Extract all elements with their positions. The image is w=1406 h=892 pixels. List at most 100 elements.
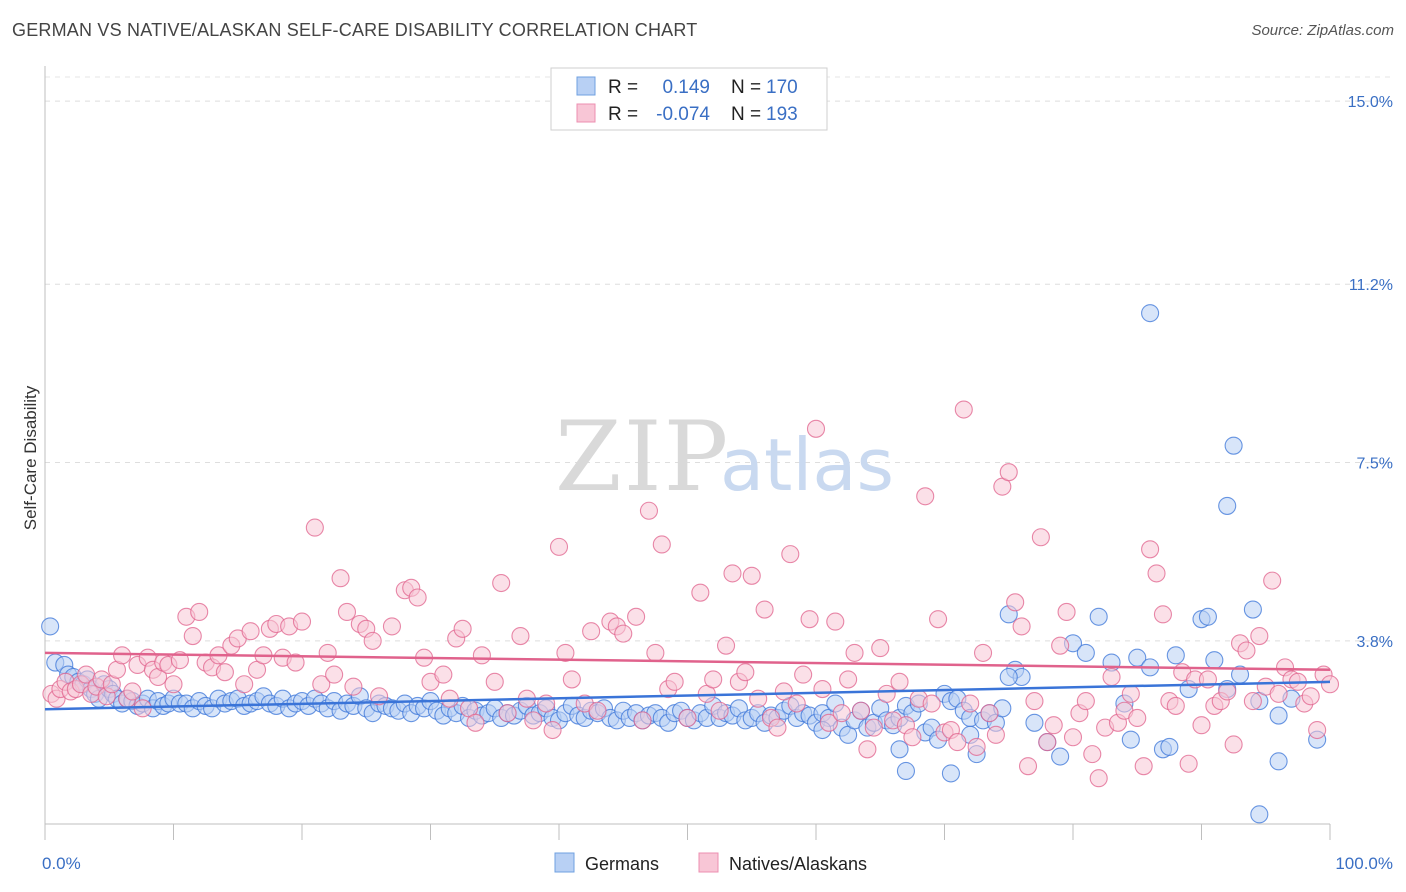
point-german (1160, 737, 1179, 756)
point-native (839, 670, 858, 689)
data-points (41, 304, 1340, 824)
point-german (1198, 607, 1217, 626)
point-native (408, 588, 427, 607)
point-german (41, 617, 60, 636)
point-native (639, 501, 659, 520)
point-native (1089, 769, 1108, 788)
bottom-legend: Germans Natives/Alaskans (554, 852, 867, 874)
point-native (973, 643, 993, 662)
point-native (845, 643, 864, 662)
point-native (929, 610, 948, 629)
watermark-zip: ZIP (555, 401, 730, 513)
point-native (113, 646, 132, 665)
point-german (1269, 752, 1288, 771)
trend-line-natives (44, 651, 1331, 672)
point-native (215, 663, 234, 682)
point-german (1089, 607, 1108, 626)
point-native (1320, 675, 1340, 694)
point-native (1018, 757, 1038, 776)
point-native (370, 687, 389, 706)
point-native (318, 643, 337, 662)
point-native (1153, 605, 1172, 624)
bottom-legend-label-natives: Natives/Alaskans (729, 854, 867, 874)
point-native (903, 728, 922, 747)
point-native (434, 665, 453, 684)
point-native (1192, 716, 1211, 735)
point-german (1250, 805, 1269, 824)
y-tick-label: 11.2% (1349, 277, 1393, 294)
point-native (1218, 682, 1237, 701)
point-native (472, 646, 491, 665)
point-native (864, 718, 883, 737)
point-native (183, 626, 202, 646)
point-native (1250, 626, 1269, 646)
point-native (305, 518, 324, 537)
point-native (1269, 684, 1288, 703)
point-native (582, 622, 601, 641)
point-native (781, 545, 800, 564)
point-native (312, 675, 331, 694)
legend-r-label-germans: R = (608, 77, 638, 98)
legend-n-label-germans: N = (731, 77, 761, 98)
point-native (1012, 617, 1031, 636)
point-native (1301, 687, 1320, 706)
point-native (774, 682, 793, 701)
legend-n-value-natives: 193 (766, 104, 798, 125)
x-tick-labels: 0.0% 100.0% (42, 854, 1393, 873)
point-native (819, 713, 838, 732)
point-native (858, 740, 877, 759)
point-native (440, 689, 459, 708)
legend-r-value-natives: -0.074 (656, 104, 710, 125)
point-native (1076, 692, 1095, 711)
point-german (1269, 706, 1288, 725)
point-german (1205, 651, 1224, 670)
point-german (941, 764, 960, 783)
point-native (235, 675, 254, 694)
point-german (890, 740, 909, 759)
legend: R = 0.149 N = 170 R = -0.074 N = 193 (550, 67, 828, 131)
point-native (980, 704, 999, 723)
point-native (1038, 733, 1057, 752)
x-tick-label-max: 100.0% (1335, 854, 1393, 873)
point-native (1121, 684, 1140, 703)
watermark: ZIP atlas (555, 401, 894, 513)
point-native (164, 675, 183, 694)
point-native (1147, 564, 1166, 583)
point-native (543, 720, 562, 740)
point-native (492, 573, 511, 593)
point-native (1179, 754, 1198, 773)
point-native (292, 612, 312, 631)
point-german (1243, 600, 1262, 619)
point-native (562, 670, 581, 689)
point-native (1102, 667, 1121, 687)
point-native (723, 564, 742, 583)
point-native (614, 624, 633, 643)
point-native (1083, 745, 1102, 764)
point-native (363, 631, 382, 650)
point-german (1224, 436, 1243, 455)
point-german (999, 667, 1018, 687)
bottom-legend-label-germans: Germans (585, 854, 659, 874)
point-native (485, 672, 504, 691)
legend-r-value-germans: 0.149 (662, 77, 710, 98)
point-native (755, 600, 774, 619)
point-native (954, 400, 973, 419)
point-native (967, 737, 986, 756)
chart-source: Source: ZipAtlas.com (1251, 22, 1394, 39)
point-native (1057, 602, 1076, 621)
legend-r-label-natives: R = (608, 104, 638, 125)
point-native (1308, 720, 1327, 740)
point-native (123, 682, 142, 701)
point-native (337, 602, 357, 621)
point-native (813, 680, 832, 699)
point-native (1128, 708, 1147, 728)
point-native (627, 607, 646, 626)
point-german (1166, 646, 1185, 665)
watermark-atlas: atlas (720, 423, 894, 507)
point-native (549, 537, 569, 556)
point-native (787, 694, 806, 713)
point-native (716, 636, 736, 655)
point-native (710, 701, 729, 720)
point-native (890, 672, 909, 691)
